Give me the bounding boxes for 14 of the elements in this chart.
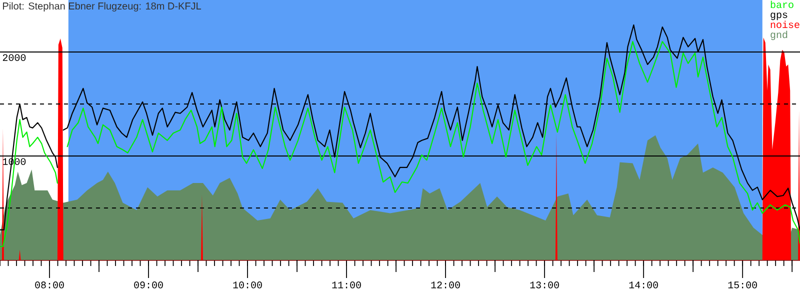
text: gnd (770, 30, 788, 40)
text: baro (770, 0, 794, 8)
x-tick-label: 10:00 (233, 282, 262, 288)
x-tick-label: 11:00 (332, 282, 361, 288)
chart-title: Pilot: Stephan Ebner Flugzeug: 18m D-KFJL (3, 2, 202, 12)
x-tick-label: 09:00 (134, 282, 163, 288)
y-tick-label: 2000 (2, 54, 26, 61)
series-label: noise (770, 20, 800, 28)
x-tick-label: 12:00 (431, 282, 460, 288)
text: gps (770, 12, 788, 20)
x-tick-label: 15:00 (728, 282, 757, 288)
x-tick-label: 13:00 (530, 282, 559, 288)
x-tick-label: 14:00 (629, 282, 658, 288)
x-tick-label: 08:00 (35, 282, 64, 288)
